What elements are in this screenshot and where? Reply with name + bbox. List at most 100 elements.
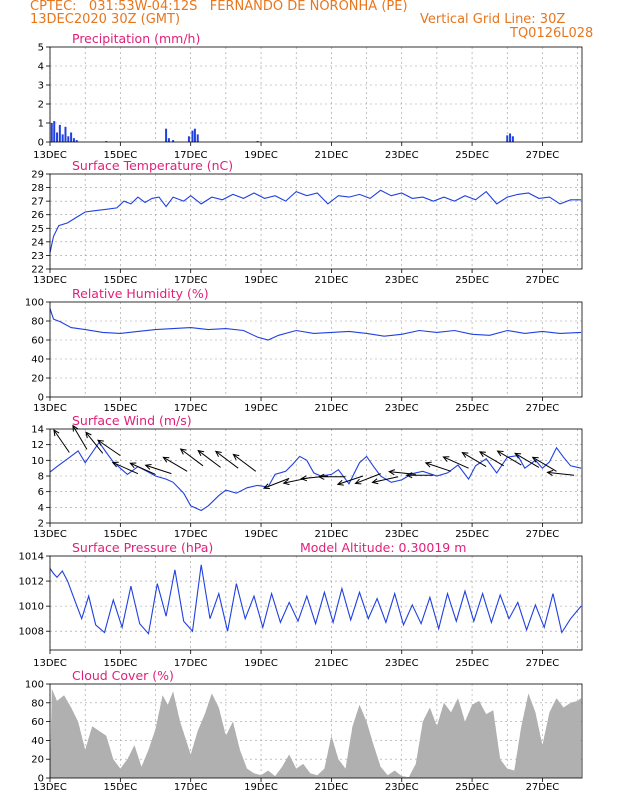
wind-arrow-head	[461, 452, 469, 458]
precipitation-title: Precipitation (mm/h)	[72, 31, 200, 46]
humidity-ytick-label: 20	[31, 374, 44, 385]
wind-arrow-head	[317, 473, 325, 480]
wind-xtick-label: 25DEC	[455, 529, 489, 540]
temperature-xtick-label: 13DEC	[33, 275, 67, 286]
precipitation-xtick-label: 21DEC	[315, 150, 349, 161]
wind-xtick-label: 23DEC	[385, 529, 419, 540]
temperature-xtick-label: 23DEC	[385, 275, 419, 286]
precip-bar	[67, 136, 70, 142]
temperature-xtick-label: 19DEC	[244, 275, 278, 286]
cloud_cover-xtick-label: 25DEC	[455, 782, 489, 793]
pressure-xtick-label: 19DEC	[244, 658, 278, 669]
wind-arrow-head	[514, 452, 522, 459]
precipitation-xtick-label: 23DEC	[385, 150, 419, 161]
temperature-xtick-label: 17DEC	[174, 275, 208, 286]
precipitation-frame	[49, 46, 583, 143]
wind-arrow-head	[496, 450, 504, 457]
wind-arrow	[53, 429, 70, 453]
wind-arrow-head	[371, 478, 379, 485]
temperature-frame	[49, 173, 583, 270]
wind-arrow	[97, 439, 121, 457]
temperature-ytick-label: 25	[31, 224, 44, 235]
wind-arrow	[85, 431, 104, 454]
precip-bar	[61, 134, 64, 142]
humidity-xtick-label: 21DEC	[315, 403, 349, 414]
pressure-subtitle: Model Altitude: 0.30019 m	[300, 540, 466, 555]
precipitation-xtick-label: 27DEC	[526, 150, 560, 161]
temperature-ytick-label: 27	[31, 197, 44, 208]
humidity-xtick-label: 23DEC	[385, 403, 419, 414]
humidity-ytick-label: 100	[25, 298, 44, 309]
pressure-xtick-label: 15DEC	[103, 658, 137, 669]
precipitation-ytick-label: 1	[38, 119, 44, 130]
wind-arrow	[197, 450, 221, 468]
temperature-series-line	[49, 189, 582, 253]
wind-arrow	[112, 461, 139, 475]
precip-bar	[53, 121, 56, 142]
wind-arrow	[497, 450, 522, 466]
humidity-ytick-label: 0	[38, 393, 44, 404]
cloud_cover-ytick-label: 60	[31, 717, 44, 728]
wind-arrow-head	[232, 453, 240, 461]
wind-arrow-head	[85, 431, 92, 439]
pressure-xtick-label: 25DEC	[455, 658, 489, 669]
temperature-title: Surface Temperature (nC)	[72, 158, 233, 173]
wind-xtick-label: 19DEC	[244, 529, 278, 540]
humidity-ytick-label: 40	[31, 355, 44, 366]
temperature-ytick-label: 23	[31, 251, 44, 262]
cloud_cover-ytick-label: 0	[38, 774, 44, 785]
wind-arrow-head	[111, 461, 119, 468]
wind-ytick-label: 2	[38, 519, 44, 530]
wind-arrow	[462, 452, 487, 468]
humidity-ytick-label: 60	[31, 336, 44, 347]
precipitation-ytick-label: 2	[38, 100, 44, 111]
precip-bar	[56, 132, 59, 142]
precip-bar	[72, 138, 75, 142]
temperature-xtick-label: 21DEC	[315, 275, 349, 286]
wind-arrow-head	[546, 469, 554, 477]
wind-xtick-label: 15DEC	[103, 529, 137, 540]
wind-arrow	[389, 471, 416, 475]
humidity-xtick-label: 19DEC	[244, 403, 278, 414]
vertical-grid-info: Vertical Grid Line: 30Z	[420, 12, 566, 27]
precip-bar	[506, 135, 509, 142]
precip-bar	[256, 141, 259, 142]
cloud_cover-xtick-label: 23DEC	[385, 782, 419, 793]
pressure-ytick-label: 1014	[19, 552, 44, 563]
precip-bar	[105, 141, 108, 142]
humidity-series-line	[49, 308, 582, 341]
precip-bar	[58, 124, 61, 142]
run-date: 13DEC2020 30Z (GMT)	[30, 12, 181, 27]
cloud_cover-ytick-label: 40	[31, 736, 44, 747]
wind-ytick-label: 4	[38, 503, 44, 514]
cloud_cover-ytick-label: 80	[31, 698, 44, 709]
precipitation-xtick-label: 19DEC	[244, 150, 278, 161]
wind-arrow-head	[442, 456, 450, 462]
humidity-xtick-label: 13DEC	[33, 403, 67, 414]
wind-title: Surface Wind (m/s)	[72, 413, 192, 428]
wind-arrow-head	[478, 451, 486, 458]
wind-arrow-head	[179, 448, 187, 455]
precip-bar	[187, 136, 190, 142]
wind-arrow-head	[282, 479, 290, 486]
humidity-frame	[49, 301, 583, 398]
temperature-ytick-label: 29	[31, 170, 44, 181]
wind-ytick-label: 6	[38, 487, 44, 498]
pressure-xtick-label: 27DEC	[526, 658, 560, 669]
cloud_cover-xtick-label: 17DEC	[174, 782, 208, 793]
cloud_cover-xtick-label: 27DEC	[526, 782, 560, 793]
wind-arrow	[130, 462, 156, 475]
wind-arrow	[163, 456, 188, 472]
precip-bar	[191, 130, 194, 142]
wind-arrow	[443, 456, 469, 469]
wind-arrow	[532, 456, 557, 472]
wind-ytick-label: 8	[38, 472, 44, 483]
wind-arrow	[355, 473, 381, 484]
wind-arrow	[263, 477, 290, 489]
pressure-ytick-label: 1010	[19, 602, 44, 613]
station-header: CPTEC: 031:53W-04:12S FERNANDO DE NORONH…	[30, 0, 408, 14]
humidity-ytick-label: 80	[31, 317, 44, 328]
cloud_cover-xtick-label: 15DEC	[103, 782, 137, 793]
pressure-title: Surface Pressure (hPa)	[72, 540, 213, 555]
